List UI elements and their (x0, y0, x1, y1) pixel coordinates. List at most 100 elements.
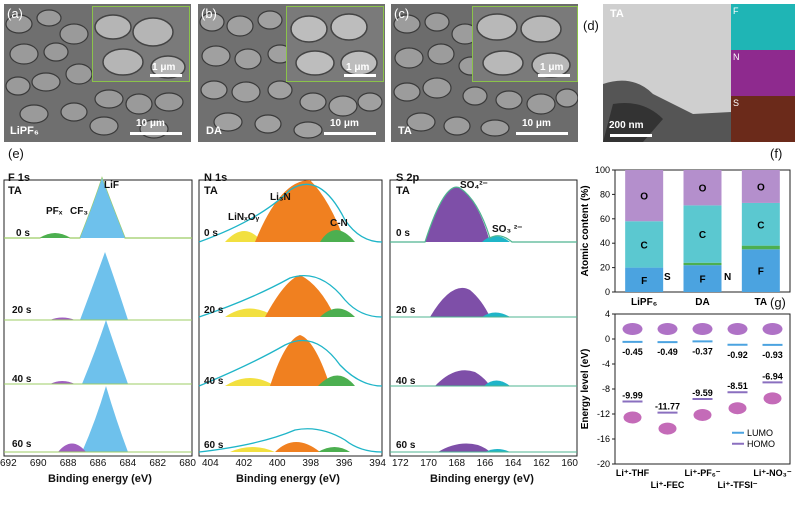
f1s-time-60: 60 s (12, 439, 32, 450)
category-label: Li⁺-FEC (651, 480, 685, 490)
eds-label-f: F (733, 6, 739, 16)
bar-segment-c (625, 221, 664, 268)
f1s-peak-lif: LiF (104, 180, 119, 191)
sem-inset-a (92, 6, 190, 82)
s2p-peak-so4: SO₄²⁻ (460, 180, 488, 191)
scale-bar-a (130, 132, 182, 135)
n1s-time-40: 40 s (204, 376, 224, 387)
n1s-plot (198, 179, 383, 457)
energy-level-chart: 4 0 -4 -8 -12 -16 -20 Energy level (eV) -0.45 -9.… (580, 309, 792, 490)
inset-scale-bar-a (150, 74, 182, 77)
lumo-value: -0.49 (657, 347, 678, 357)
eds-map-s (731, 96, 795, 142)
n1s-tick: 396 (335, 458, 353, 469)
eds-label-s: S (733, 98, 740, 108)
f1s-tick: 682 (149, 458, 167, 469)
bar-segment-label: C (757, 220, 764, 231)
f1s-tick: 684 (119, 458, 137, 469)
panel-label-b: (b) (201, 6, 217, 21)
annotation-s: S (664, 272, 671, 283)
panel-label-g: (g) (770, 295, 786, 310)
eds-label-n: N (733, 52, 740, 62)
homo-orbital (658, 422, 677, 435)
homo-value: -8.51 (727, 381, 748, 391)
s2p-tick: 166 (476, 458, 494, 469)
f1s-time-40: 40 s (12, 374, 32, 385)
s2p-time-0: 0 s (396, 228, 410, 239)
bar-segment-o (741, 170, 780, 203)
homo-value: -6.94 (762, 371, 783, 381)
lumo-value: -0.45 (622, 347, 643, 357)
inset-scale-bar-c (538, 74, 570, 77)
annotation-n: N (724, 272, 731, 283)
n1s-time-20: 20 s (204, 305, 224, 316)
y-tick-label: -8 (602, 384, 610, 394)
f1s-time-20: 20 s (12, 305, 32, 316)
bar-segment-o (683, 170, 722, 206)
homo-orbital (763, 392, 782, 405)
inset-scale-a: 1 μm (152, 62, 176, 73)
homo-orbital (623, 411, 642, 424)
bar-segment-label: F (758, 267, 764, 278)
s2p-title: S 2p TA (396, 172, 420, 197)
bar-segment-label: O (757, 182, 765, 193)
f1s-tick: 692 (0, 458, 17, 469)
homo-orbital (693, 408, 712, 421)
tem-image (603, 4, 731, 142)
eds-map-n (731, 50, 795, 96)
bar-segment-label: O (699, 184, 707, 195)
f1s-plot (3, 176, 193, 457)
inset-scale-bar-b (344, 74, 376, 77)
bar-segment-c (741, 202, 780, 246)
lumo-orbital (727, 323, 748, 335)
s2p-peak-so3: SO₃ ²⁻ (492, 224, 523, 235)
tem-scale-bar (610, 134, 652, 137)
s2p-tick: 172 (392, 458, 409, 469)
y-axis-title: Atomic content (%) (580, 185, 591, 276)
bar-segment-c (683, 205, 722, 263)
n1s-time-0: 0 s (204, 228, 218, 239)
f1s-peak-cf: CF₃ (70, 206, 88, 217)
bar-segment-f (683, 265, 722, 292)
bar-segment-label: C (641, 240, 648, 251)
bar-segment-label: F (641, 276, 647, 287)
legend-label-homo: HOMO (747, 439, 775, 449)
bar-segment-o (625, 170, 664, 222)
legend-label-lumo: LUMO (747, 428, 773, 438)
y-tick-label: 0 (605, 334, 610, 344)
atomic-content-chart: 0 20 40 60 80 100 Atomic content (%) F C O LiPF₆ F C… (580, 165, 791, 308)
inset-scale-c: 1 μm (540, 62, 564, 73)
f1s-ticks: 692 690 688 686 684 682 680 (0, 458, 196, 469)
n1s-tick: 402 (235, 458, 253, 469)
f1s-title: F 1s TA (8, 172, 31, 197)
bar-segment-s (683, 262, 722, 266)
bar-segment-label: F (699, 275, 705, 286)
bar-segment-label: O (640, 192, 648, 203)
s2p-time-60: 60 s (396, 440, 416, 451)
y-tick-label: -16 (597, 434, 610, 444)
tem-scale: 200 nm (609, 120, 644, 131)
y-tick-label: -20 (597, 459, 610, 469)
f1s-tick: 680 (179, 458, 196, 469)
lumo-orbital (622, 323, 643, 335)
s2p-ticks: 172 170 168 166 164 162 160 (392, 458, 578, 469)
category-label: LiPF₆ (631, 297, 657, 308)
category-label: Li⁺-THF (616, 468, 650, 478)
lumo-orbital (762, 323, 783, 335)
sample-label-b: DA (206, 125, 222, 137)
panel-label-c: (c) (394, 6, 410, 21)
f1s-tick: 688 (59, 458, 77, 469)
lumo-orbital (692, 323, 713, 335)
n1s-tick: 404 (202, 458, 219, 469)
scale-b: 10 μm (330, 118, 359, 129)
bar-segment-n (741, 245, 780, 250)
sem-inset-b (286, 6, 384, 82)
y-tick-label: -12 (597, 409, 610, 419)
scale-bar-c (516, 132, 568, 135)
scale-bar-b (324, 132, 376, 135)
panel-label-f: (f) (770, 146, 783, 161)
sem-inset-c (472, 6, 578, 82)
n1s-peak-li3n: Li₃N (270, 192, 291, 203)
y-tick-label: 0 (605, 287, 610, 297)
bar-segment-label: C (699, 230, 706, 241)
